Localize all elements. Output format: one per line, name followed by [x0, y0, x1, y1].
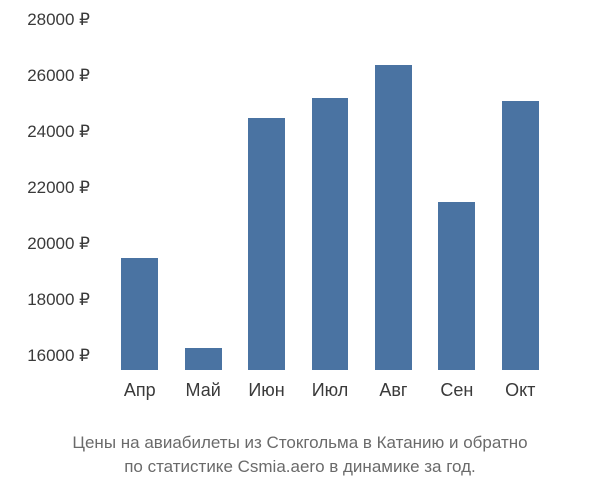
bar [121, 258, 158, 370]
bar-slot [235, 20, 298, 370]
x-tick-label: Апр [108, 380, 171, 401]
y-tick-label: 22000 ₽ [10, 178, 90, 198]
bar-slot [298, 20, 361, 370]
x-tick-label: Июл [298, 380, 361, 401]
price-chart: 28000 ₽ 26000 ₽ 24000 ₽ 22000 ₽ 20000 ₽ 18000… [0, 0, 600, 401]
bar [438, 202, 475, 370]
bars-container [100, 20, 560, 370]
y-tick-label: 28000 ₽ [10, 10, 90, 30]
bar [375, 65, 412, 370]
bar [185, 348, 222, 370]
chart-caption: Цены на авиабилеты из Стокгольма в Катан… [0, 431, 600, 480]
bar-slot [489, 20, 552, 370]
caption-line-1: Цены на авиабилеты из Стокгольма в Катан… [72, 433, 527, 452]
y-tick-label: 16000 ₽ [10, 346, 90, 366]
y-tick-label: 20000 ₽ [10, 234, 90, 254]
bar [312, 98, 349, 370]
x-tick-label: Авг [362, 380, 425, 401]
y-tick-label: 18000 ₽ [10, 290, 90, 310]
y-tick-label: 24000 ₽ [10, 122, 90, 142]
bar [502, 101, 539, 370]
bar-slot [171, 20, 234, 370]
bar [248, 118, 285, 370]
plot-area: 28000 ₽26000 ₽24000 ₽22000 ₽20000 ₽18000… [100, 20, 560, 370]
y-tick-label: 26000 ₽ [10, 66, 90, 86]
x-axis-labels: АпрМайИюнИюлАвгСенОкт [100, 370, 560, 401]
x-tick-label: Окт [489, 380, 552, 401]
bar-slot [425, 20, 488, 370]
caption-line-2: по статистике Csmia.aero в динамике за г… [124, 457, 476, 476]
bar-slot [108, 20, 171, 370]
x-tick-label: Июн [235, 380, 298, 401]
bar-slot [362, 20, 425, 370]
x-tick-label: Май [171, 380, 234, 401]
x-tick-label: Сен [425, 380, 488, 401]
